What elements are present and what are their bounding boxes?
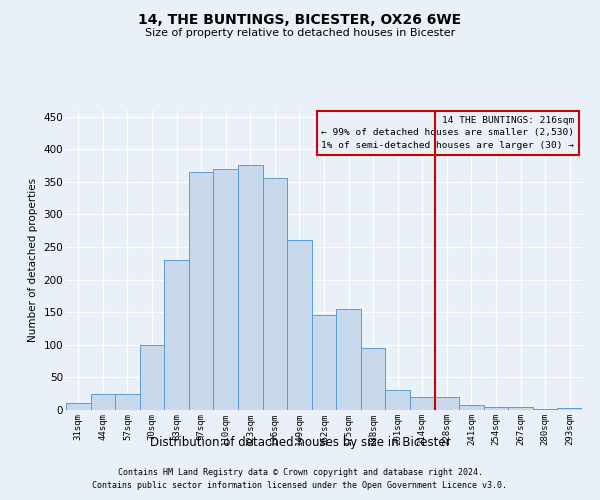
Bar bbox=[312, 316, 336, 410]
Text: Contains public sector information licensed under the Open Government Licence v3: Contains public sector information licen… bbox=[92, 482, 508, 490]
Bar bbox=[238, 166, 263, 410]
Text: Size of property relative to detached houses in Bicester: Size of property relative to detached ho… bbox=[145, 28, 455, 38]
Bar bbox=[66, 404, 91, 410]
Bar bbox=[361, 348, 385, 410]
Bar bbox=[410, 397, 434, 410]
Bar bbox=[336, 309, 361, 410]
Bar bbox=[459, 405, 484, 410]
Bar bbox=[508, 406, 533, 410]
Bar bbox=[91, 394, 115, 410]
Bar bbox=[533, 408, 557, 410]
Bar bbox=[385, 390, 410, 410]
Bar bbox=[164, 260, 189, 410]
Bar bbox=[214, 168, 238, 410]
Bar bbox=[140, 345, 164, 410]
Bar bbox=[189, 172, 214, 410]
Text: 14 THE BUNTINGS: 216sqm
← 99% of detached houses are smaller (2,530)
1% of semi-: 14 THE BUNTINGS: 216sqm ← 99% of detache… bbox=[321, 116, 574, 150]
Bar bbox=[434, 397, 459, 410]
Bar bbox=[263, 178, 287, 410]
Y-axis label: Number of detached properties: Number of detached properties bbox=[28, 178, 38, 342]
Bar bbox=[115, 394, 140, 410]
Text: 14, THE BUNTINGS, BICESTER, OX26 6WE: 14, THE BUNTINGS, BICESTER, OX26 6WE bbox=[139, 12, 461, 26]
Bar bbox=[557, 408, 582, 410]
Text: Contains HM Land Registry data © Crown copyright and database right 2024.: Contains HM Land Registry data © Crown c… bbox=[118, 468, 482, 477]
Text: Distribution of detached houses by size in Bicester: Distribution of detached houses by size … bbox=[149, 436, 451, 449]
Bar bbox=[484, 406, 508, 410]
Bar bbox=[287, 240, 312, 410]
